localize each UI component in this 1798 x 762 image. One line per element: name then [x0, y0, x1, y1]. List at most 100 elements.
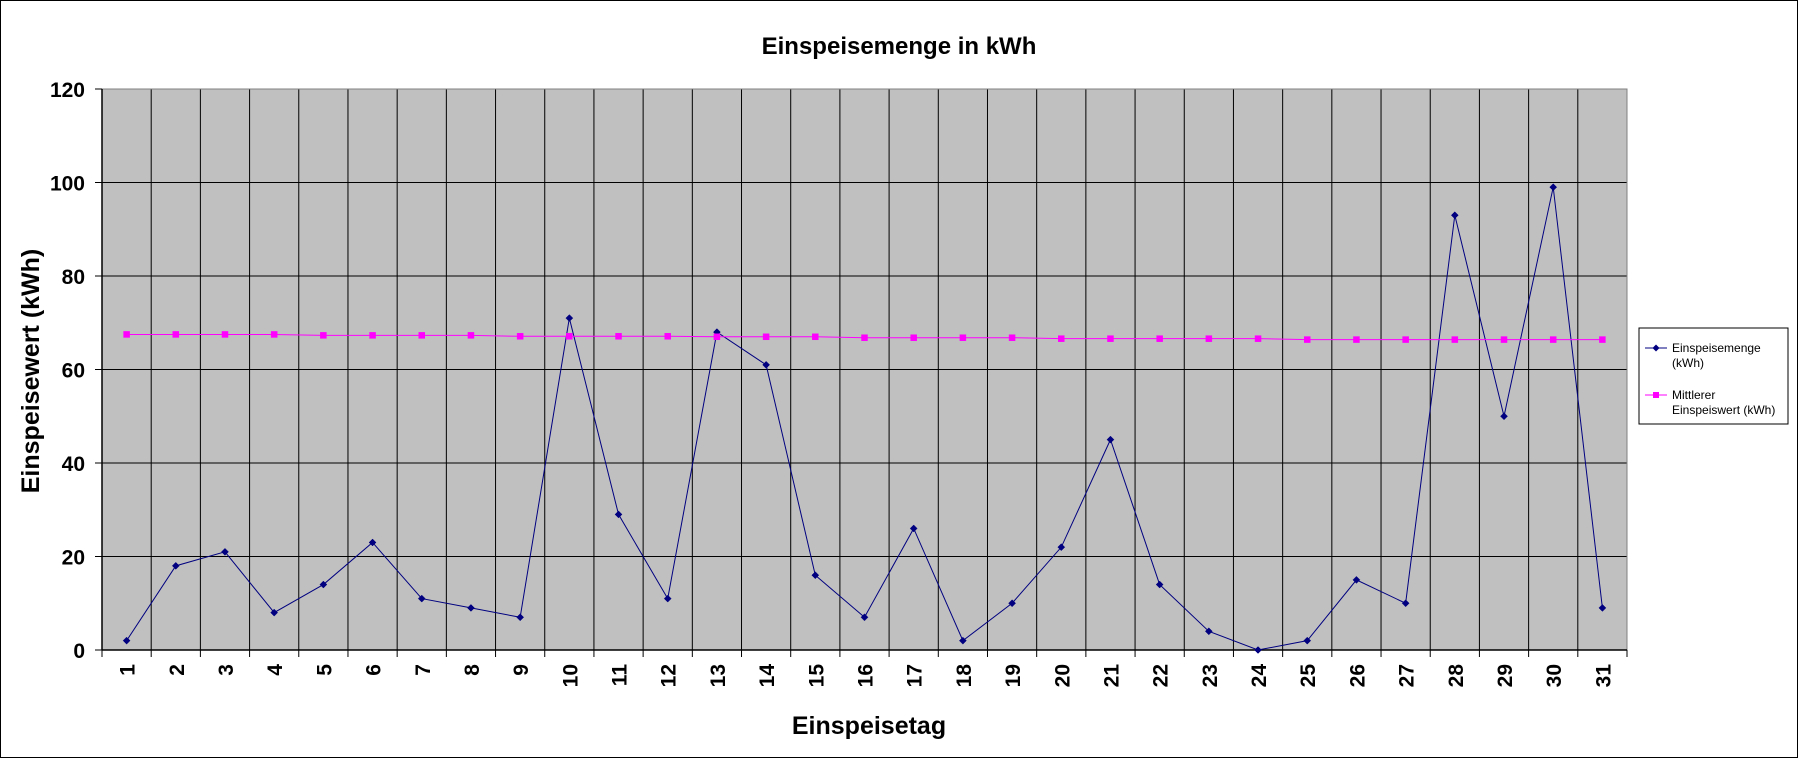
x-tick-label: 26	[1346, 664, 1369, 687]
series-2-point	[369, 332, 376, 339]
series-1-point	[1401, 599, 1410, 608]
legend-label-2: Mittlerer	[1672, 388, 1715, 402]
series-1-point	[1352, 576, 1361, 584]
y-axis-label: Einspeisewert (kWh)	[17, 249, 45, 494]
y-tick-label: 120	[50, 79, 85, 102]
legend-marker-1	[1652, 344, 1660, 352]
x-tick-label: 12	[658, 664, 681, 687]
series-1-point	[1155, 580, 1164, 589]
series-1-point	[1598, 604, 1607, 612]
x-tick-label: 29	[1494, 664, 1517, 687]
y-tick-label: 20	[62, 547, 85, 570]
series-1-point	[614, 510, 623, 519]
series-2-point	[1353, 336, 1360, 343]
series-2-point	[1549, 336, 1557, 343]
x-tick-label: 3	[215, 664, 238, 676]
x-axis-label: Einspeisetag	[792, 712, 946, 740]
x-tick-label: 8	[461, 664, 484, 676]
series-2-point	[516, 333, 524, 340]
series-2-point	[1599, 336, 1606, 343]
x-tick-label: 23	[1199, 664, 1222, 687]
x-tick-label: 9	[510, 664, 533, 676]
series-1-point	[909, 524, 918, 533]
series-1-point	[1057, 543, 1066, 552]
legend-label-1: Einspeisemenge	[1672, 341, 1761, 355]
series-2-point	[1402, 336, 1409, 343]
series-2-point	[615, 333, 622, 340]
chart-title: Einspeisemenge in kWh	[762, 33, 1037, 60]
x-tick-label: 21	[1100, 664, 1123, 688]
series-2-point	[713, 333, 721, 341]
series-1-point	[417, 594, 426, 603]
series-2-point	[172, 331, 180, 338]
series-2-point	[1303, 336, 1311, 343]
series-2-point	[270, 331, 278, 338]
y-tick-label: 40	[62, 453, 85, 476]
legend-label-2: Einspeiswert (kWh)	[1672, 403, 1775, 417]
series-2-point	[1254, 335, 1262, 342]
series-2-point	[861, 334, 868, 341]
series-1-point	[1008, 599, 1016, 608]
series-2-point	[959, 334, 967, 341]
series-2-point	[1008, 334, 1016, 341]
y-tick-label: 0	[73, 640, 85, 663]
series-2-point	[123, 331, 130, 338]
series-2-point	[467, 332, 475, 339]
series-2-point	[1058, 335, 1065, 342]
series-1-point	[565, 314, 574, 322]
x-tick-label: 31	[1592, 664, 1615, 688]
x-tick-label: 5	[313, 664, 336, 676]
x-tick-label: 10	[559, 664, 582, 687]
series-layer	[122, 183, 1607, 654]
series-2-point	[418, 332, 426, 339]
series-1-point	[1205, 627, 1213, 636]
x-tick-label: 27	[1396, 664, 1419, 687]
series-2-point	[1156, 335, 1163, 342]
x-tick-label: 30	[1543, 664, 1566, 687]
x-tick-label: 7	[412, 664, 435, 676]
series-1-point	[1450, 211, 1459, 220]
series-1-point	[516, 613, 524, 622]
series-1-point	[221, 547, 229, 556]
y-tick-label: 100	[50, 173, 85, 196]
grid-layer	[101, 88, 1628, 651]
x-tick-label: 2	[166, 664, 189, 676]
legend-marker-2	[1653, 392, 1659, 398]
series-1-point	[811, 571, 820, 580]
x-tick-label: 25	[1297, 664, 1320, 688]
series-1-point	[1254, 646, 1262, 654]
x-tick-label: 15	[805, 664, 828, 688]
series-1-point	[270, 608, 279, 617]
series-2-point	[320, 332, 327, 339]
series-2-point	[664, 333, 671, 340]
x-tick-label: 14	[756, 664, 779, 688]
x-tick-label: 1	[117, 664, 140, 676]
x-tick-label: 11	[609, 664, 632, 687]
series-1-point	[1549, 183, 1558, 192]
series-2-point	[1107, 335, 1114, 342]
legend: Einspeisemenge(kWh) MittlererEinspeiswert…	[1638, 327, 1789, 425]
series-1-point	[860, 613, 869, 622]
x-tick-label: 20	[1051, 664, 1074, 687]
series-2-point	[1451, 336, 1459, 343]
series-1-point	[1106, 435, 1115, 444]
x-tick-label: 28	[1445, 664, 1468, 688]
y-tick-label: 60	[62, 360, 85, 383]
series-1-point	[122, 636, 131, 645]
series-1-point	[959, 636, 967, 645]
series-1-point	[663, 594, 672, 603]
series-1-point	[762, 360, 770, 369]
series-2-point	[910, 334, 917, 341]
series-1-point	[368, 538, 377, 547]
series-1-point	[319, 580, 328, 589]
x-tick-label: 4	[264, 664, 287, 676]
legend-box	[1638, 327, 1789, 425]
series-2-point	[1500, 336, 1508, 343]
series-1-point	[467, 604, 475, 612]
x-tick-label: 22	[1150, 664, 1173, 687]
legend-label-1: (kWh)	[1672, 356, 1704, 370]
x-tick-label: 18	[953, 664, 976, 688]
